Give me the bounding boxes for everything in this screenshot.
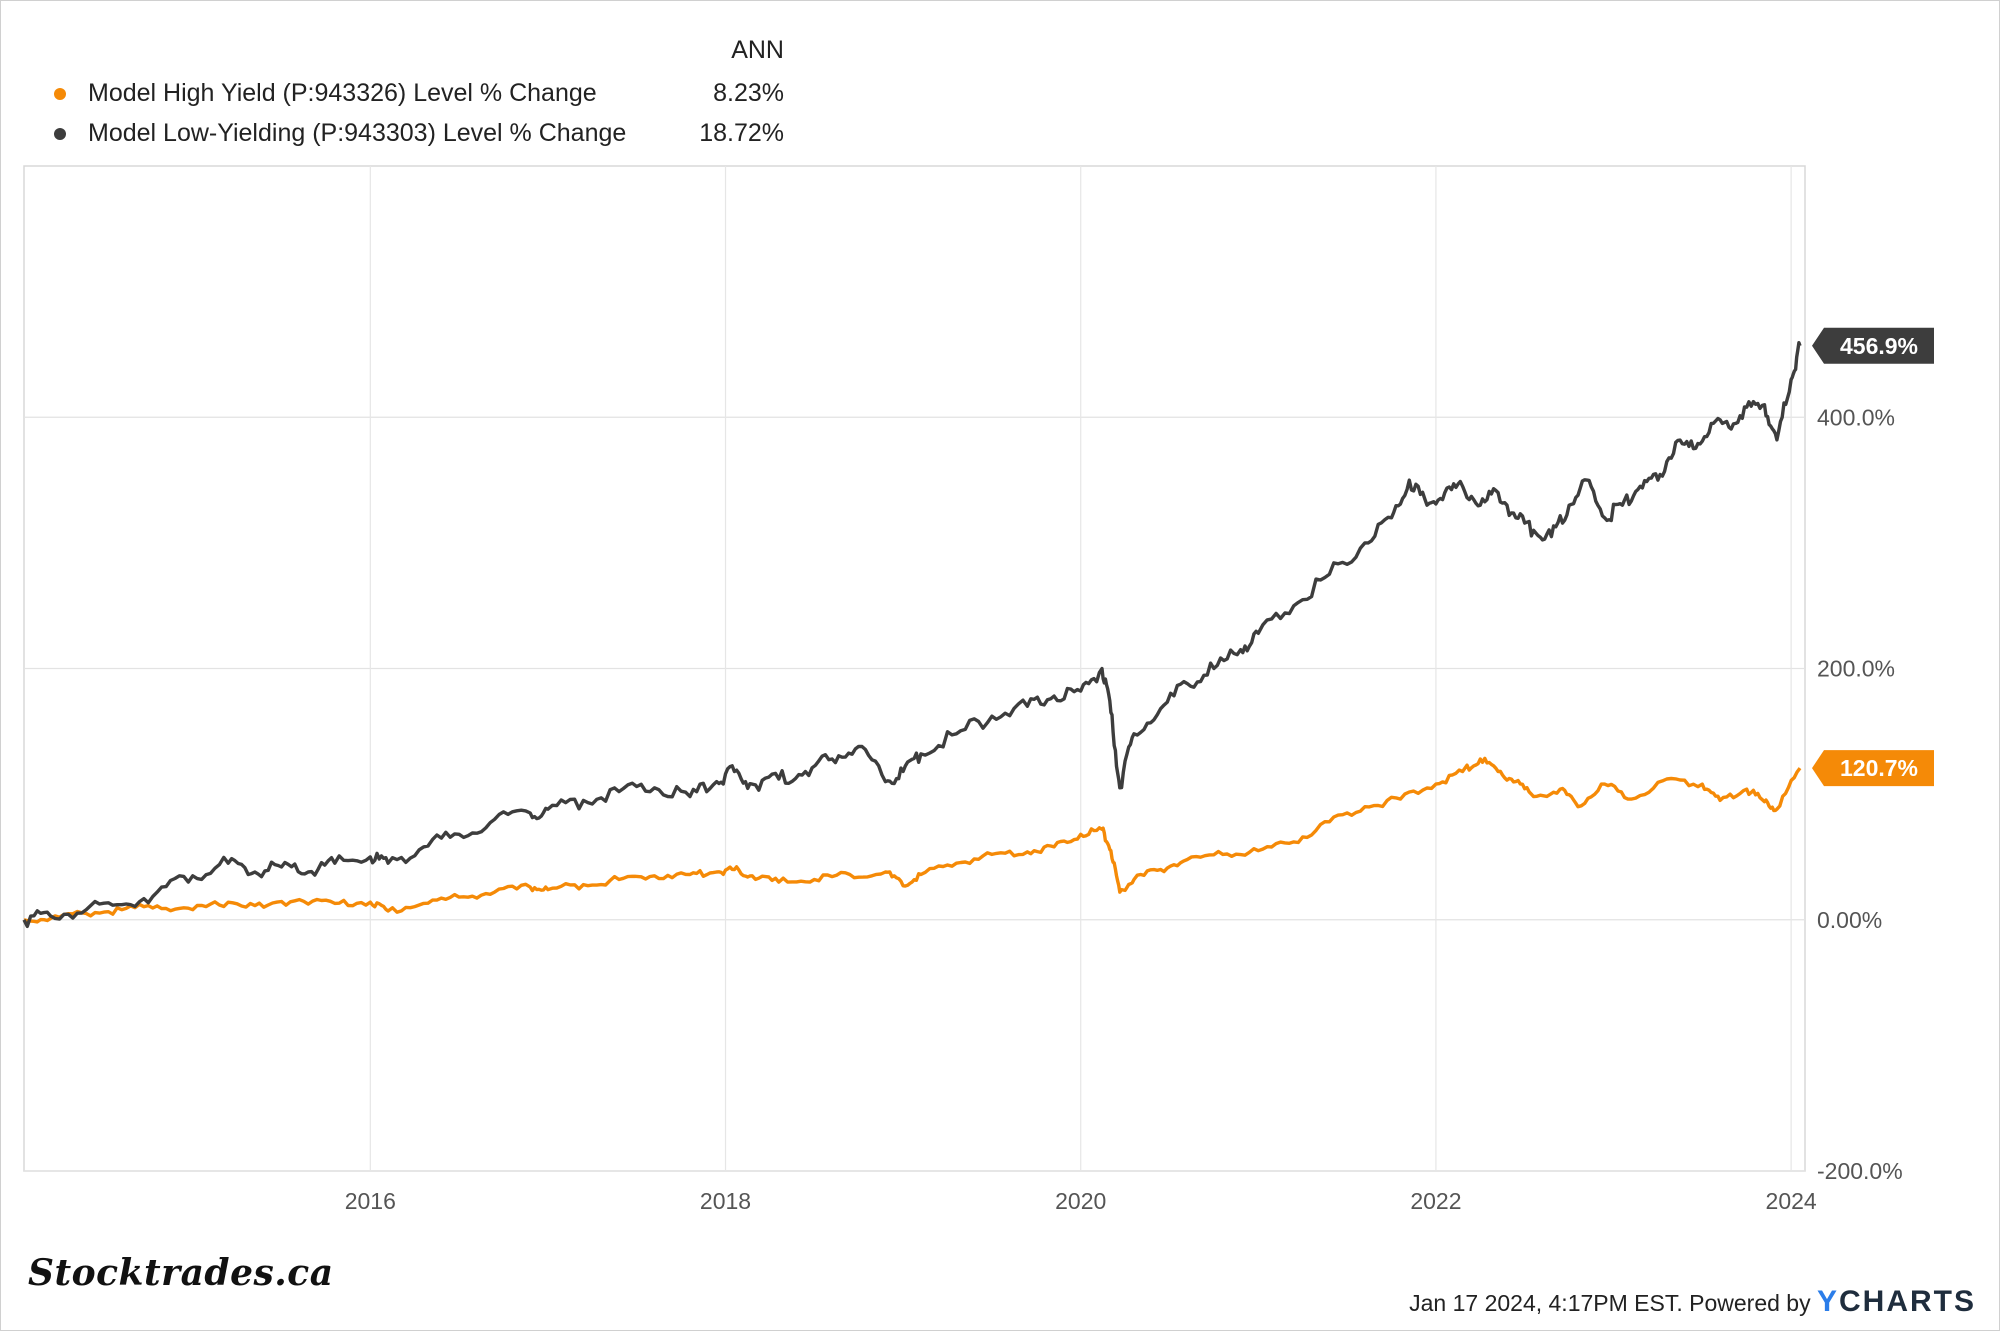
legend-item-value: 8.23% — [713, 79, 784, 107]
series-line-high-yield — [23, 756, 1802, 924]
end-labels: 120.7% 456.9% — [1812, 327, 1934, 787]
legend-item-value: 18.72% — [699, 119, 784, 147]
x-tick-label: 2022 — [1410, 1188, 1461, 1214]
x-tick-label: 2024 — [1766, 1188, 1817, 1214]
y-tick-label: -200.0% — [1817, 1158, 1903, 1184]
x-tick-label: 2018 — [700, 1188, 751, 1214]
legend-dot-icon — [54, 88, 66, 100]
legend-dot-icon — [54, 128, 66, 140]
footer-attribution: Jan 17 2024, 4:17PM EST. Powered by YCHA… — [1409, 1285, 1976, 1319]
legend-item-label: Model High Yield (P:943326) Level % Chan… — [88, 79, 597, 107]
series-group — [22, 341, 1802, 928]
footer-timestamp: Jan 17 2024, 4:17PM EST. Powered by — [1409, 1290, 1811, 1316]
y-tick-label: 400.0% — [1817, 404, 1895, 430]
ycharts-logo-text: CHARTS — [1839, 1285, 1976, 1318]
ycharts-logo[interactable]: YCHARTS — [1817, 1285, 1976, 1318]
series-line-low-yielding — [22, 341, 1802, 928]
end-label-badge — [1812, 750, 1934, 787]
x-tick-label: 2016 — [345, 1188, 396, 1214]
legend-item-high-yield[interactable]: Model High Yield (P:943326) Level % Chan… — [48, 76, 788, 112]
x-tick-label: 2020 — [1055, 1188, 1106, 1214]
end-label-value: 456.9% — [1840, 333, 1918, 359]
y-tick-label: 200.0% — [1817, 656, 1895, 682]
legend-item-label: Model Low-Yielding (P:943303) Level % Ch… — [88, 119, 627, 147]
end-label-value: 120.7% — [1840, 755, 1918, 781]
stocktrades-logo: Stocktrades.ca — [28, 1252, 334, 1294]
ycharts-logo-y: Y — [1816, 1285, 1839, 1318]
legend-column-header: ANN — [731, 36, 784, 64]
grid — [24, 166, 1805, 1172]
legend-item-low-yielding[interactable]: Model Low-Yielding (P:943303) Level % Ch… — [48, 116, 788, 152]
tick-labels: 400.0% 200.0% 0.00% -200.0% 2016 2018 2020 2022… — [345, 404, 1903, 1214]
y-tick-label: 0.00% — [1817, 907, 1882, 933]
end-label-badge — [1812, 327, 1934, 364]
